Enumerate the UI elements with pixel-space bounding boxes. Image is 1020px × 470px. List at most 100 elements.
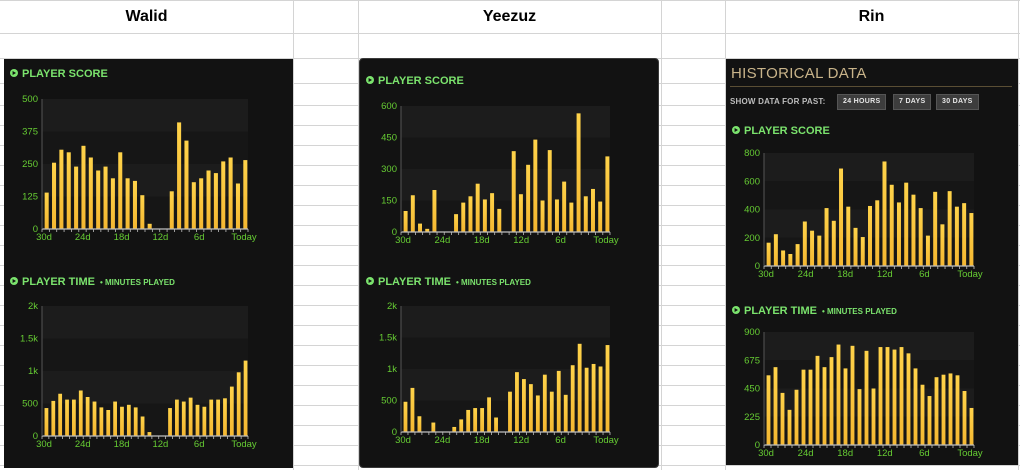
bar: [213, 173, 218, 229]
plot-band: [764, 360, 974, 389]
plot-band: [401, 337, 610, 369]
walid-stats-panel: PLAYER SCORE 0 125 250 375 500 30d 24d 18d 12d 6d T…: [4, 59, 293, 468]
plot-band: [764, 181, 974, 210]
column-header-rin[interactable]: Rin: [858, 8, 885, 25]
x-tick-label: 6d: [919, 269, 930, 280]
bar: [168, 408, 172, 436]
bar: [236, 372, 241, 436]
x-tick-label: 18d: [114, 439, 130, 450]
bar: [494, 417, 498, 432]
bar: [511, 151, 516, 232]
bar: [547, 150, 552, 232]
bar: [540, 200, 545, 232]
bar: [181, 401, 186, 436]
bar: [199, 178, 204, 229]
bar: [773, 234, 778, 266]
x-tick-label: 24d: [434, 235, 450, 246]
bar: [113, 401, 117, 436]
bar: [829, 357, 834, 445]
bar: [125, 178, 130, 229]
bar: [836, 344, 841, 445]
bar: [831, 220, 836, 266]
bar: [85, 397, 90, 436]
section-subtitle: • MINUTES PLAYED: [100, 278, 175, 287]
bar: [188, 397, 193, 436]
x-tick-label: 24d: [434, 435, 450, 446]
bar: [497, 208, 502, 232]
bar: [576, 113, 581, 232]
bar: [948, 373, 953, 445]
bar: [487, 397, 491, 432]
y-tick-label: 2k: [28, 301, 38, 312]
bar: [468, 196, 473, 232]
bar: [868, 205, 872, 266]
x-tick-label: 30d: [36, 439, 52, 450]
y-tick-label: 450: [381, 133, 397, 144]
bar: [475, 183, 480, 232]
x-tick-label: 30d: [758, 269, 774, 280]
bar: [74, 166, 79, 229]
plot-band: [42, 99, 248, 132]
walid-charts: PLAYER SCORE 0 125 250 375 500 30d 24d 18d 12d 6d T…: [10, 68, 257, 450]
bar: [598, 201, 603, 232]
bar: [766, 375, 771, 445]
bar: [794, 389, 799, 445]
bar: [871, 388, 876, 445]
x-tick-label: 18d: [837, 269, 853, 280]
bar: [860, 237, 865, 266]
bar: [410, 195, 415, 232]
y-tick-label: 400: [744, 205, 760, 216]
bar: [522, 379, 526, 432]
bar: [459, 419, 464, 432]
range-30-days-button[interactable]: 30 DAYS: [936, 94, 979, 110]
yeezuz-score-chart: PLAYER SCORE 0 150 300 450 600 30d 24d 18d 12d 6d T…: [366, 75, 619, 246]
y-tick-label: 125: [22, 192, 38, 203]
bar: [933, 191, 938, 266]
plot-band: [401, 306, 610, 338]
y-tick-label: 500: [22, 94, 38, 105]
bar: [947, 191, 952, 266]
bar: [577, 343, 582, 432]
range-24-hours-button[interactable]: 24 HOURS: [837, 94, 887, 110]
bar: [206, 170, 211, 229]
plot-band: [764, 416, 974, 445]
y-tick-label: 1.5k: [379, 333, 397, 344]
bar: [535, 395, 540, 432]
y-tick-label: 2k: [387, 301, 397, 312]
bar: [925, 235, 930, 266]
x-tick-label: 12d: [513, 235, 529, 246]
bar: [44, 192, 49, 229]
x-tick-label: Today: [957, 269, 983, 280]
column-header-yeezuz[interactable]: Yeezuz: [482, 8, 537, 25]
bar: [81, 145, 86, 229]
bar: [882, 161, 887, 266]
bar: [44, 408, 49, 436]
x-tick-label: 24d: [75, 439, 91, 450]
bar: [583, 196, 588, 232]
bar: [202, 406, 207, 436]
bar: [66, 152, 71, 229]
bar: [431, 422, 436, 432]
bar: [962, 203, 967, 266]
section-title: PLAYER SCORE: [22, 68, 108, 80]
play-circle-icon: [366, 76, 374, 84]
y-tick-label: 1k: [28, 366, 38, 377]
plot-band: [42, 371, 248, 404]
bar: [815, 355, 820, 445]
bar: [473, 408, 478, 432]
bar: [169, 191, 174, 229]
bar: [417, 416, 422, 432]
bar: [418, 223, 422, 232]
bar: [605, 156, 610, 232]
y-tick-label: 600: [744, 176, 760, 187]
bar: [533, 139, 538, 232]
x-tick-label: Today: [593, 435, 619, 446]
x-tick-label: 30d: [36, 232, 52, 243]
column-header-walid[interactable]: Walid: [125, 8, 168, 25]
play-circle-icon: [732, 306, 740, 314]
range-7-days-button[interactable]: 7 DAYS: [893, 94, 932, 110]
x-tick-label: 18d: [114, 232, 130, 243]
plot-band: [764, 388, 974, 417]
bar: [954, 206, 959, 266]
bar: [780, 392, 785, 445]
